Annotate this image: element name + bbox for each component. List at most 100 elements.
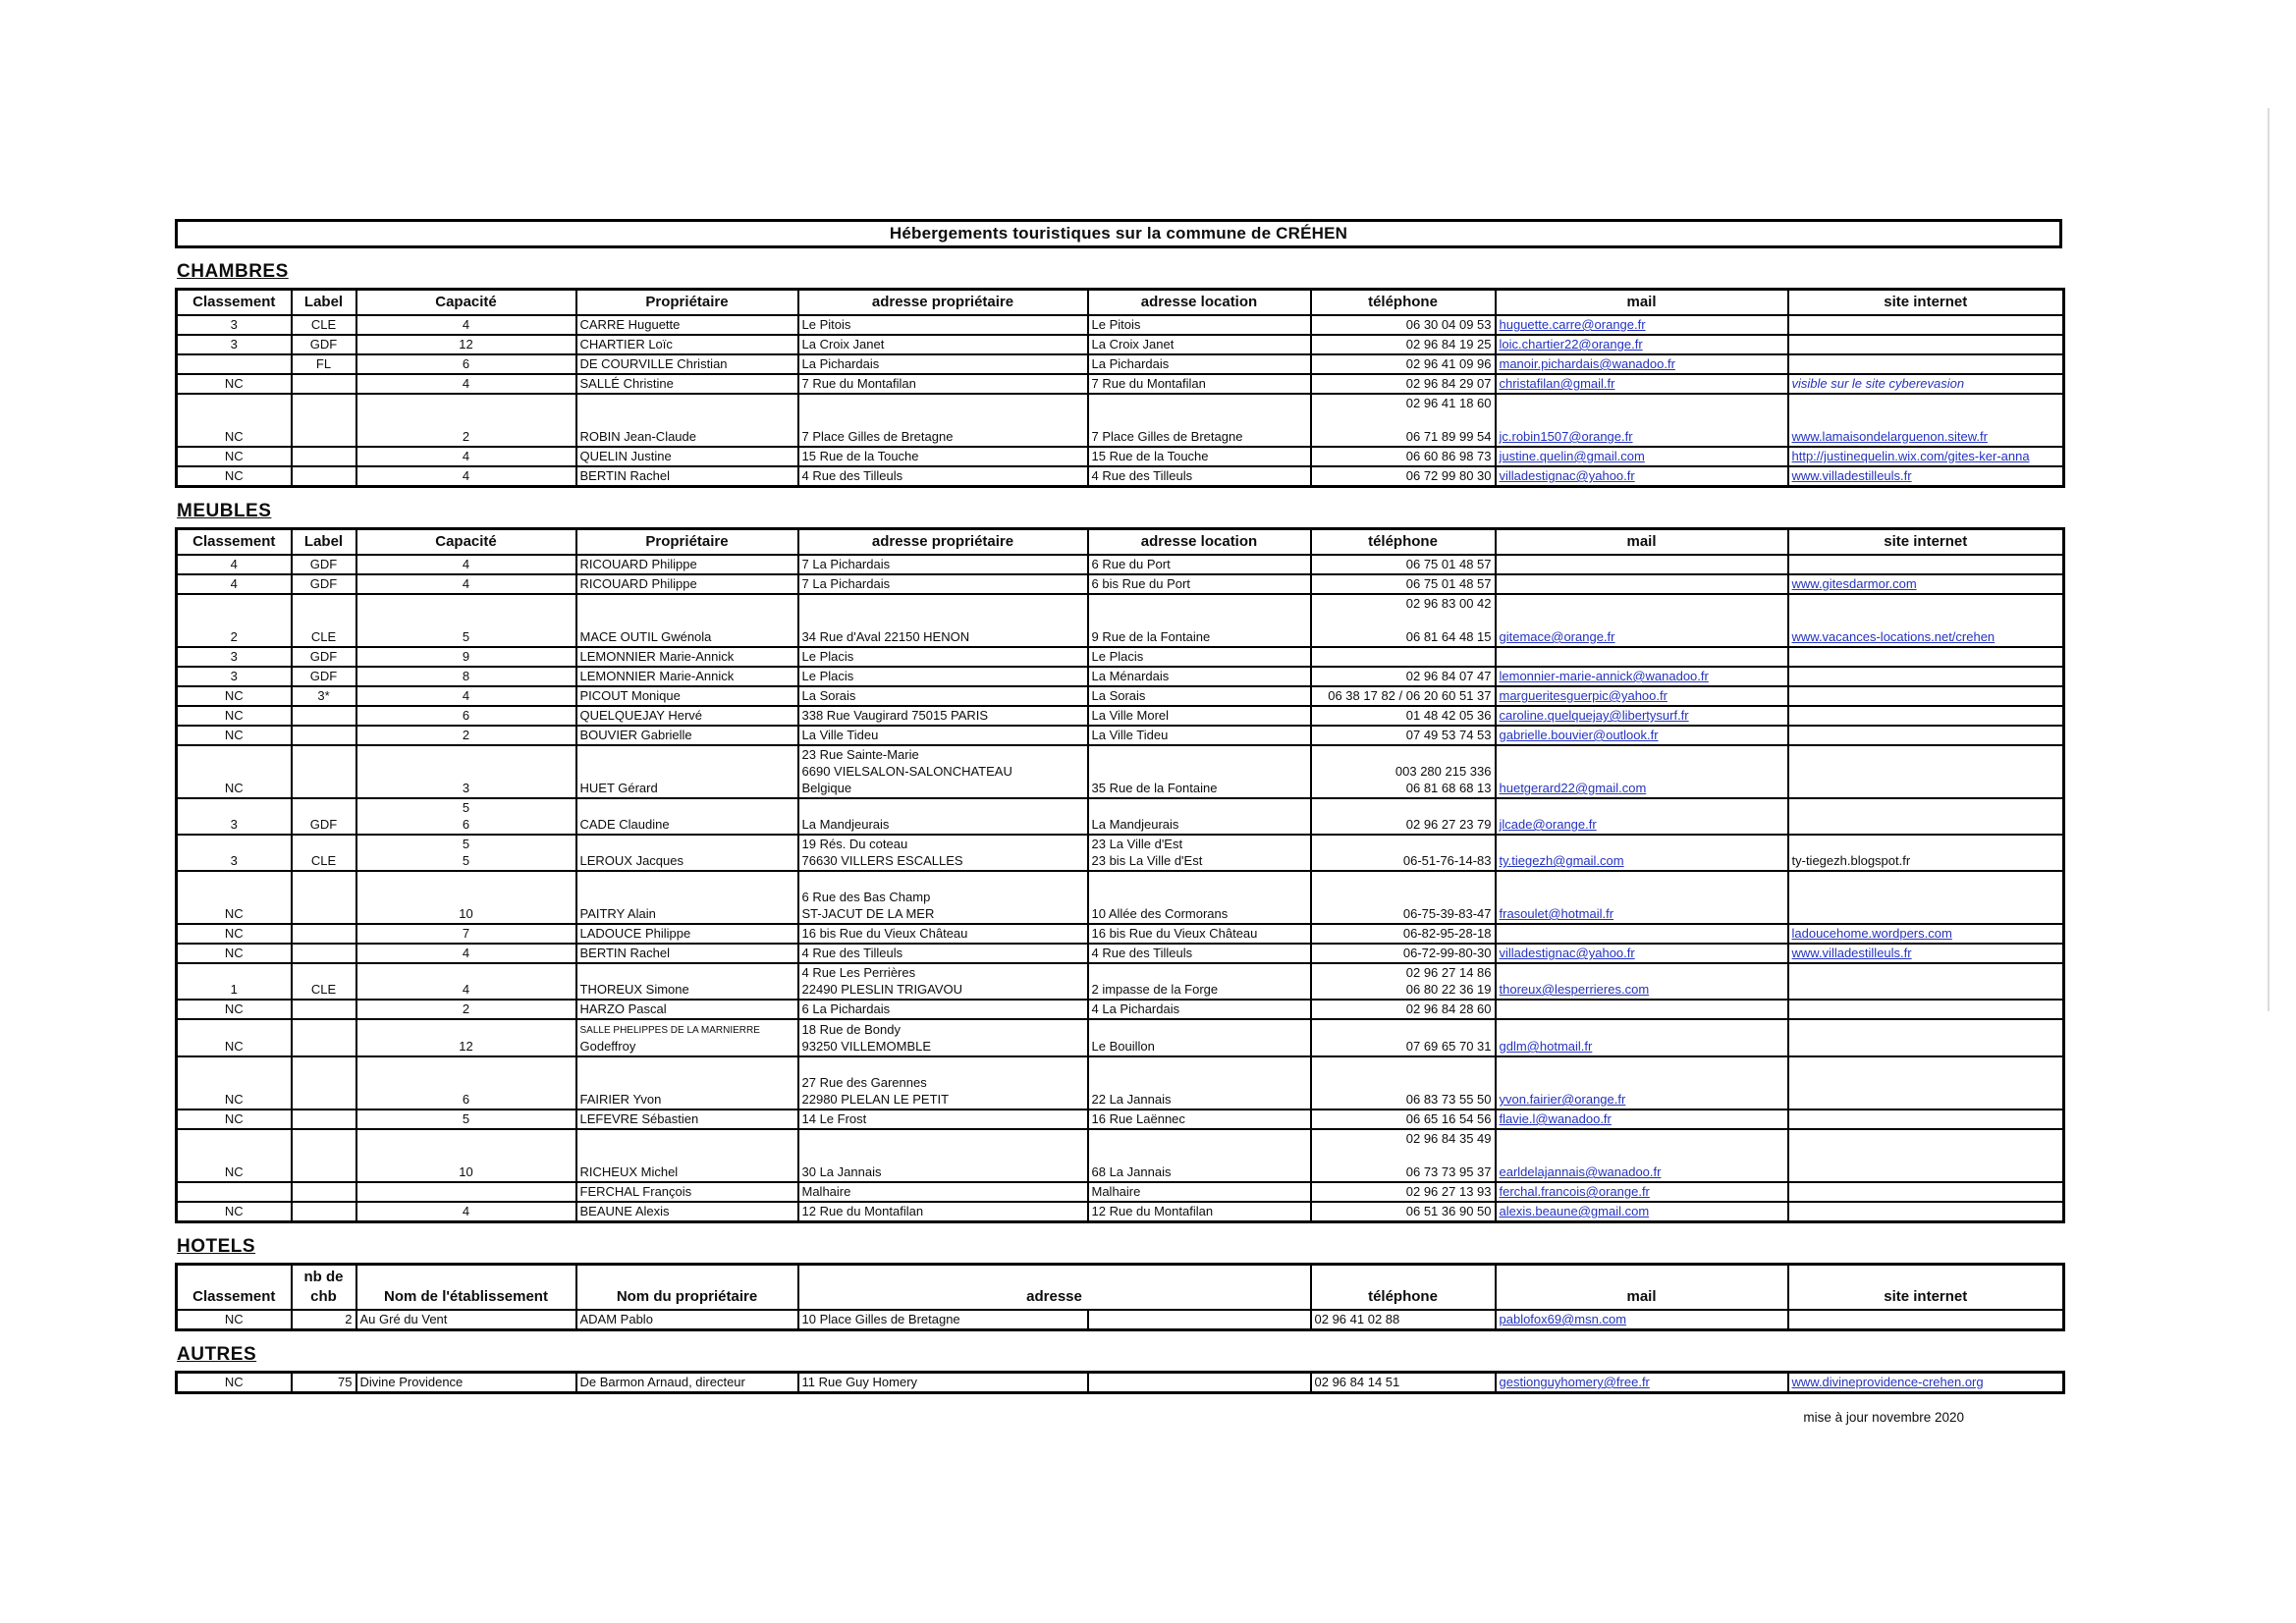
table-cell: Au Gré du Vent <box>355 1309 577 1331</box>
hyperlink[interactable]: manoir.pichardais@wanadoo.fr <box>1499 356 1675 371</box>
table-cell: BERTIN Rachel <box>574 465 799 488</box>
hyperlink[interactable]: caroline.quelquejay@libertysurf.fr <box>1499 708 1689 723</box>
table-cell: MACE OUTIL Gwénola <box>574 593 799 648</box>
hyperlink[interactable]: yvon.fairier@orange.fr <box>1499 1092 1626 1107</box>
hyperlink[interactable]: jc.robin1507@orange.fr <box>1499 429 1633 444</box>
hyperlink[interactable]: jlcade@orange.fr <box>1499 817 1597 832</box>
col-telephone: téléphone <box>1309 288 1497 316</box>
col-classement: Classement <box>175 288 293 316</box>
table-cell: NC <box>175 923 293 945</box>
col-site-internet: site internet <box>1786 288 2065 316</box>
page-title: Hébergements touristiques sur la commune… <box>175 219 2062 248</box>
table-cell <box>1786 334 2065 355</box>
hyperlink[interactable]: loic.chartier22@orange.fr <box>1499 337 1643 352</box>
hyperlink[interactable]: alexis.beaune@gmail.com <box>1499 1204 1650 1218</box>
hyperlink[interactable]: villadestignac@yahoo.fr <box>1499 946 1635 960</box>
table-cell: DE COURVILLE Christian <box>574 353 799 375</box>
table-row: NC 2 HARZO Pascal 6 La Pichardais 4 La Picha… <box>175 999 2065 1020</box>
table-cell: 4 Rue Les Perrières 22490 PLESLIN TRIGAV… <box>796 962 1089 1001</box>
table-cell: 7 La Pichardais <box>796 573 1089 595</box>
table-cell: LEROUX Jacques <box>574 834 799 872</box>
section-heading-autres: AUTRES <box>177 1344 257 1365</box>
hyperlink[interactable]: thoreux@lesperrieres.com <box>1499 982 1650 997</box>
hyperlink[interactable]: gdlm@hotmail.fr <box>1499 1039 1593 1054</box>
table-cell: La Croix Janet <box>796 334 1089 355</box>
hyperlink[interactable]: pablofox69@msn.com <box>1499 1312 1627 1326</box>
table-row: NC 12 SALLE PHELIPPES DE LA MARNIERRE Gode… <box>175 1018 2065 1057</box>
table-cell: jlcade@orange.fr <box>1494 797 1789 836</box>
hyperlink[interactable]: ferchal.francois@orange.fr <box>1499 1184 1650 1199</box>
table-row: NC 2 ROBIN Jean-Claude 7 Place Gilles de Br… <box>175 393 2065 448</box>
table-cell: 06-72-99-80-30 <box>1309 943 1497 964</box>
section-heading-hotels: HOTELS <box>177 1236 256 1257</box>
table-cell: 1 <box>175 962 293 1001</box>
hyperlink[interactable]: margueritesguerpic@yahoo.fr <box>1499 688 1667 703</box>
table-cell <box>290 943 357 964</box>
table-cell: NC <box>175 685 293 707</box>
table-cell <box>1786 999 2065 1020</box>
table-cell: 06-82-95-28-18 <box>1309 923 1497 945</box>
table-cell: 01 48 42 05 36 <box>1309 705 1497 727</box>
table-cell: 4 <box>355 685 577 707</box>
table-cell: www.lamaisondelarguenon.sitew.fr <box>1786 393 2065 448</box>
table-cell: BERTIN Rachel <box>574 943 799 964</box>
hyperlink[interactable]: ty.tiegezh@gmail.com <box>1499 853 1624 868</box>
table-cell: pablofox69@msn.com <box>1494 1309 1789 1331</box>
hyperlink[interactable]: gabrielle.bouvier@outlook.fr <box>1499 728 1659 742</box>
table-cell <box>1786 1109 2065 1130</box>
hyperlink[interactable]: earldelajannais@wanadoo.fr <box>1499 1164 1662 1179</box>
table-cell: 68 La Jannais <box>1086 1128 1312 1183</box>
hyperlink[interactable]: huguette.carre@orange.fr <box>1499 317 1646 332</box>
hyperlink[interactable]: http://justinequelin.wix.com/gites-ker-a… <box>1791 449 2030 463</box>
hyperlink[interactable]: huetgerard22@gmail.com <box>1499 781 1647 795</box>
col-label: Label <box>290 288 357 316</box>
table-cell: 4 <box>355 573 577 595</box>
hyperlink[interactable]: christafilan@gmail.fr <box>1499 376 1615 391</box>
hyperlink[interactable]: frasoulet@hotmail.fr <box>1499 906 1614 921</box>
hyperlink[interactable]: justine.quelin@gmail.com <box>1499 449 1645 463</box>
hyperlink[interactable]: flavie.l@wanadoo.fr <box>1499 1111 1612 1126</box>
col-telephone: téléphone <box>1309 527 1497 556</box>
table-cell: www.divineprovidence-crehen.org <box>1786 1371 2065 1394</box>
table-row: NC 4 BEAUNE Alexis 12 Rue du Montafilan 12 R… <box>175 1201 2065 1223</box>
table-cell: 8 <box>355 666 577 687</box>
table-cell: Le Placis <box>796 666 1089 687</box>
hyperlink[interactable]: www.villadestilleuls.fr <box>1791 468 1912 483</box>
table-cell <box>290 923 357 945</box>
table-cell: 3 <box>355 744 577 799</box>
autres-table: NC 75 Divine Providence De Barmon Arnaud, d… <box>175 1371 2065 1394</box>
hyperlink[interactable]: www.lamaisondelarguenon.sitew.fr <box>1791 429 1988 444</box>
col-mail: mail <box>1494 288 1789 316</box>
table-cell: 5 5 <box>355 834 577 872</box>
table-cell <box>355 1181 577 1203</box>
table-cell: 10 <box>355 870 577 925</box>
table-cell: 4 Rue des Tilleuls <box>796 943 1089 964</box>
table-cell: HUET Gérard <box>574 744 799 799</box>
table-cell: 2 impasse de la Forge <box>1086 962 1312 1001</box>
table-cell: NC <box>175 870 293 925</box>
table-row: NC 4 BERTIN Rachel 4 Rue des Tilleuls 4 Rue … <box>175 465 2065 488</box>
hyperlink[interactable]: www.gitesdarmor.com <box>1791 576 1917 591</box>
col-classement: Classement <box>175 1263 293 1311</box>
table-cell: CHARTIER Loïc <box>574 334 799 355</box>
hyperlink[interactable]: gestionguyhomery@free.fr <box>1499 1375 1650 1389</box>
hyperlink[interactable]: www.vacances-locations.net/crehen <box>1791 629 1995 644</box>
hyperlink[interactable]: www.villadestilleuls.fr <box>1791 946 1912 960</box>
header-row: Classement nb de chb Nom de l'établissem… <box>175 1263 2065 1311</box>
table-cell: ADAM Pablo <box>574 1309 799 1331</box>
table-row: NC 4 QUELIN Justine 15 Rue de la Touche 15 R… <box>175 446 2065 467</box>
table-cell: GDF <box>290 573 357 595</box>
hyperlink[interactable]: lemonnier-marie-annick@wanadoo.fr <box>1499 669 1709 683</box>
table-cell: 12 Rue du Montafilan <box>796 1201 1089 1223</box>
table-cell: 02 96 27 13 93 <box>1309 1181 1497 1203</box>
hyperlink[interactable]: ladoucehome.wordpers.com <box>1791 926 1952 941</box>
hyperlink[interactable]: villadestignac@yahoo.fr <box>1499 468 1635 483</box>
table-cell: www.villadestilleuls.fr <box>1786 465 2065 488</box>
table-cell: 06 83 73 55 50 <box>1309 1055 1497 1110</box>
hyperlink[interactable]: www.divineprovidence-crehen.org <box>1791 1375 1984 1389</box>
table-cell: 02 96 27 14 86 06 80 22 36 19 <box>1309 962 1497 1001</box>
hyperlink[interactable]: gitemace@orange.fr <box>1499 629 1615 644</box>
table-cell: 3 <box>175 797 293 836</box>
table-cell: 16 bis Rue du Vieux Château <box>796 923 1089 945</box>
table-cell <box>1494 923 1789 945</box>
